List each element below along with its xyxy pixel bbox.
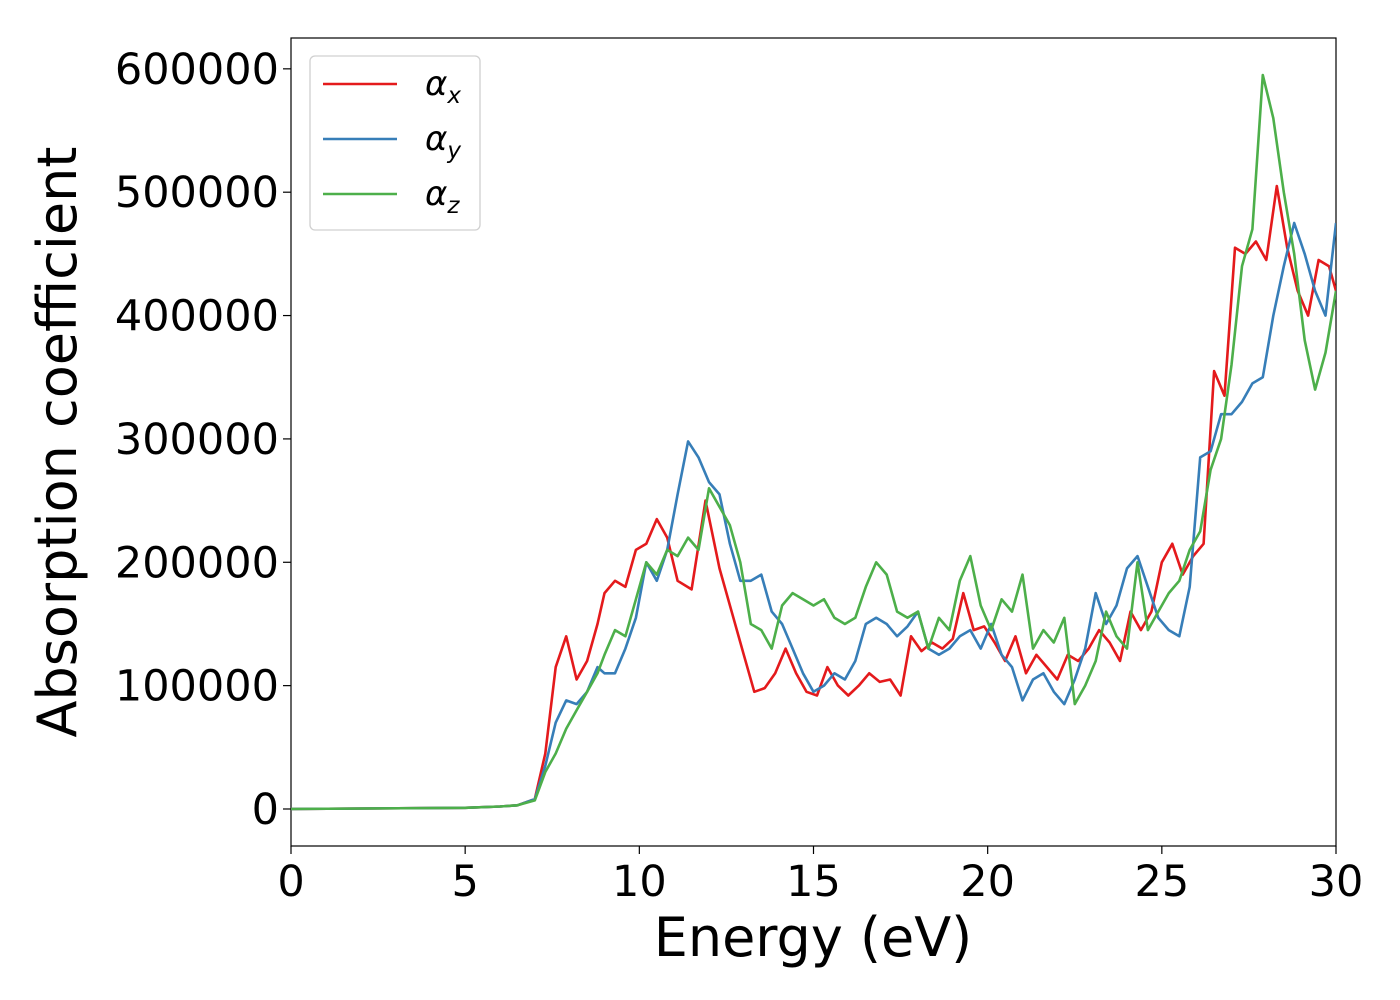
legend-label-x: αx: [425, 64, 461, 109]
y-tick-label: 100000: [115, 662, 279, 712]
x-tick-label: 30: [1309, 857, 1364, 907]
x-axis: 0 5 10 15 20 25 30: [277, 846, 1363, 907]
y-axis: 0 100000 200000 300000 400000 500000 600000: [115, 45, 291, 835]
x-tick-label: 0: [277, 857, 304, 907]
legend: αx αy αz: [309, 55, 481, 231]
y-tick-label: 200000: [115, 538, 279, 588]
x-axis-title: Energy (eV): [654, 906, 973, 969]
y-tick-label: 500000: [115, 168, 279, 218]
y-tick-label: 400000: [115, 292, 279, 342]
y-axis-title: Absorption coefficient: [26, 147, 89, 738]
series-line-y: [291, 221, 1336, 811]
x-tick-label: 10: [612, 857, 667, 907]
x-tick-label: 15: [786, 857, 841, 907]
legend-box: [309, 55, 481, 231]
legend-label-y: αy: [425, 119, 461, 164]
y-tick-label: 300000: [115, 415, 279, 465]
x-tick-label: 5: [451, 857, 478, 907]
x-tick-label: 25: [1134, 857, 1189, 907]
y-tick-label: 600000: [115, 45, 279, 95]
series-line-z: [291, 73, 1336, 811]
legend-label-z: αz: [425, 174, 460, 219]
y-tick-label: 0: [252, 785, 279, 835]
series-line-x: [291, 184, 1336, 811]
x-tick-label: 20: [960, 857, 1015, 907]
